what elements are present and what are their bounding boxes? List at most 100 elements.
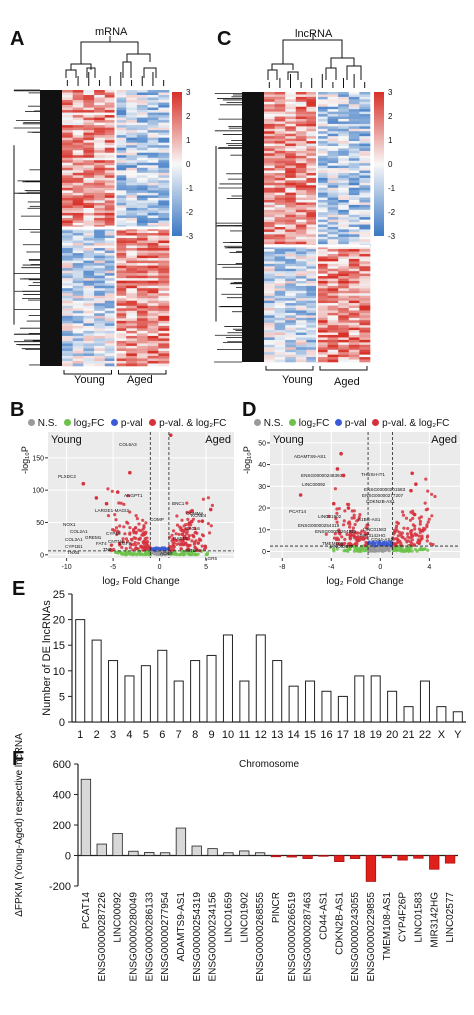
heatmap-a-cell — [158, 253, 170, 256]
heatmap-c-cell — [306, 96, 318, 100]
heatmap-c-cell — [359, 148, 371, 152]
volcano-d-point — [361, 536, 365, 540]
volcano-b-point — [166, 552, 170, 556]
heatmap-c-cell — [306, 322, 318, 326]
heatmap-c-cell — [264, 214, 275, 218]
volcano-d-point — [418, 522, 422, 526]
heatmap-a-cell — [158, 310, 170, 314]
heatmap-a-cell — [83, 117, 95, 121]
volcano-d-point — [387, 540, 391, 544]
heatmap-a-cell — [72, 240, 84, 244]
volcano-d-y-tick-label: 50 — [258, 440, 266, 447]
volcano-b-point — [197, 519, 201, 523]
heatmap-c-cell — [359, 163, 371, 166]
heatmap-c-cell — [264, 251, 275, 255]
heatmap-c-cell — [274, 251, 286, 255]
heatmap-c-cell — [264, 278, 275, 282]
heatmap-a-cell — [72, 127, 84, 131]
heatmap-a-cell — [83, 90, 95, 93]
volcano-d-point — [404, 549, 408, 553]
heatmap-c-cell — [306, 175, 318, 179]
volcano-d-point — [391, 546, 395, 550]
volcano-b-point — [132, 536, 136, 540]
heatmap-c-cell — [306, 116, 318, 120]
volcano-d-legend: N.S. log₂FC p-val p-val. & log₂FC — [254, 418, 449, 429]
heatmap-c-cell — [317, 168, 328, 171]
heatmap-c-cell — [338, 293, 350, 297]
heatmap-a-cell — [94, 343, 106, 347]
volcano-b-gene-label: ACKR — [160, 551, 173, 556]
heatmap-c-cell — [264, 244, 275, 247]
heatmap-c-cell — [317, 332, 328, 336]
volcano-b-point — [156, 550, 160, 554]
volcano-b-point — [175, 542, 179, 546]
heatmap-c-cell — [348, 347, 360, 351]
heatmap-c-cell — [359, 170, 371, 174]
volcano-d-point — [332, 536, 337, 540]
heatmap-a-cell — [83, 230, 95, 234]
heatmap-a-cell — [94, 250, 106, 254]
volcano-b-point — [180, 518, 184, 522]
volcano-d-point — [397, 540, 401, 544]
volcano-b-y-axis-label: -log₁₀P — [20, 446, 30, 474]
volcano-d-point — [404, 516, 409, 520]
heatmap-c-cell — [295, 214, 307, 218]
heatmap-a-cell — [115, 137, 127, 141]
heatmap-c-cell — [274, 231, 286, 235]
heatmap-a-cell — [104, 200, 116, 204]
chart-e-x-tick-label: 21 — [402, 729, 414, 741]
heatmap-c-cell — [359, 222, 371, 225]
heatmap-c-cell — [317, 214, 328, 218]
heatmap-c-cell — [306, 276, 318, 279]
volcano-d-point — [377, 542, 381, 546]
volcano-d-point — [337, 531, 342, 535]
heatmap-a-cell — [115, 300, 127, 304]
heatmap-a-cell — [94, 205, 106, 209]
heatmap-a-cell — [104, 280, 116, 284]
volcano-d-point — [344, 549, 349, 553]
heatmap-c-cell — [359, 153, 371, 157]
heatmap-c-cell — [348, 160, 360, 164]
heatmap-a-cell — [94, 298, 106, 302]
heatmap-c-cell — [295, 241, 307, 245]
heatmap-c-cell — [274, 305, 286, 309]
chart-f-x-tick-label: PINCR — [271, 892, 282, 923]
heatmap-a-cell — [104, 358, 116, 362]
heatmap-a-cell — [158, 100, 170, 103]
volcano-b-point — [175, 552, 179, 557]
heatmap-a-cell — [72, 110, 84, 113]
heatmap-a-cell — [115, 132, 127, 136]
volcano-b-point — [156, 551, 160, 555]
heatmap-c-cell — [285, 293, 297, 297]
heatmap-c-cell — [317, 123, 328, 127]
heatmap-a-cell — [147, 260, 159, 264]
heatmap-a-cell — [136, 243, 148, 246]
volcano-d-point — [397, 545, 401, 549]
heatmap-a-cell — [94, 278, 106, 281]
heatmap-a-cell — [83, 275, 95, 279]
heatmap-c-cell — [264, 173, 275, 176]
heatmap-c-cell — [338, 322, 350, 326]
heatmap-c-cell — [264, 131, 275, 135]
heatmap-a-cell — [147, 195, 159, 199]
heatmap-a-cell — [104, 315, 116, 319]
heatmap-c-cell — [348, 327, 360, 331]
heatmap-a-cell — [126, 348, 138, 352]
heatmap-a-cell — [158, 180, 170, 184]
heatmap-c-cell — [295, 146, 307, 149]
heatmap-a-cell — [126, 288, 138, 292]
heatmap-c-cell — [285, 92, 297, 95]
heatmap-a-cell — [158, 160, 170, 164]
heatmap-a-cell — [158, 350, 170, 354]
heatmap-c-cell — [327, 342, 339, 346]
legend-ns-dot — [254, 419, 261, 426]
volcano-d-point — [392, 548, 396, 553]
heatmap-c-cell — [317, 281, 328, 284]
volcano-b-point — [115, 550, 119, 555]
heatmap-a-cell — [72, 100, 84, 103]
volcano-b-point — [121, 537, 125, 541]
volcano-d-point — [379, 546, 383, 551]
heatmap-a-cell — [147, 273, 159, 276]
heatmap-a-cell — [104, 290, 116, 294]
volcano-d-point — [343, 548, 347, 552]
